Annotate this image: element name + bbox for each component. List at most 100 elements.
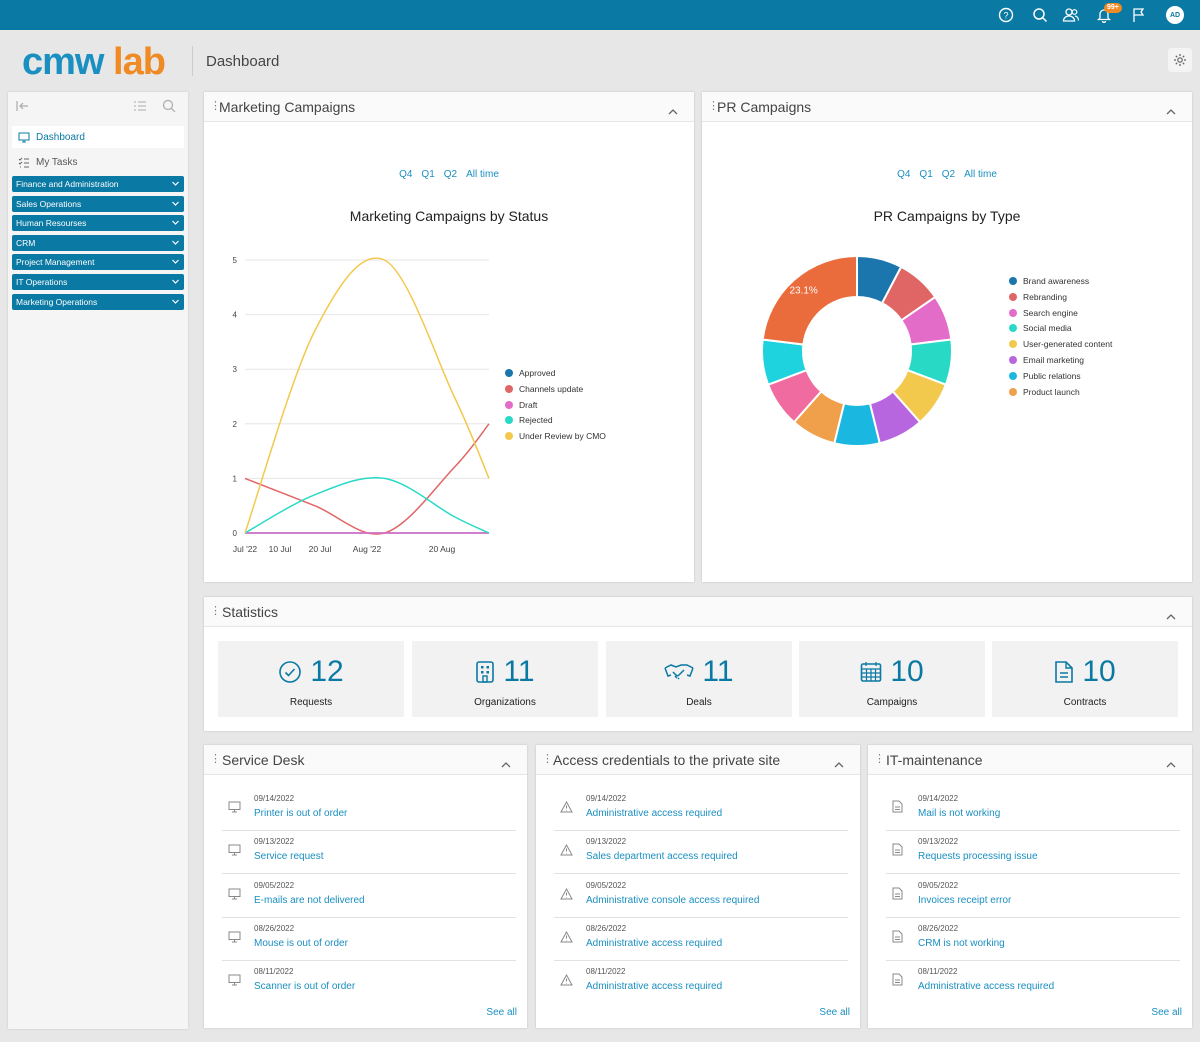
brand-logo[interactable]: cmw lab	[22, 40, 166, 84]
collapse-chevron-icon[interactable]	[1166, 755, 1176, 773]
legend-item[interactable]: Product launch	[1009, 387, 1080, 397]
item-date: 08/11/2022	[586, 967, 626, 977]
collapse-sidebar-icon[interactable]	[16, 99, 30, 117]
drag-handle-icon[interactable]: ⋮	[708, 100, 719, 112]
legend-item[interactable]: Approved	[505, 368, 555, 378]
collapse-chevron-icon[interactable]	[1166, 102, 1176, 120]
list-item[interactable]: 09/13/2022 Requests processing issue	[886, 831, 1180, 875]
panel-title: PR Campaigns	[717, 99, 812, 115]
users-icon[interactable]	[1062, 6, 1080, 24]
drag-handle-icon[interactable]: ⋮	[210, 605, 221, 617]
item-title-link[interactable]: Sales department access required	[586, 851, 738, 863]
gear-icon	[1174, 54, 1186, 66]
legend-item[interactable]: Email marketing	[1009, 355, 1084, 365]
legend-item[interactable]: Draft	[505, 400, 537, 410]
tab-q4[interactable]: Q4	[897, 169, 911, 180]
legend-item[interactable]: Rebranding	[1009, 292, 1067, 302]
item-title-link[interactable]: Requests processing issue	[918, 851, 1038, 863]
avatar[interactable]: AD	[1166, 6, 1184, 24]
help-icon[interactable]: ?	[997, 6, 1015, 24]
logo-text-lab: lab	[113, 41, 166, 83]
list-item[interactable]: 09/14/2022 Administrative access required	[554, 788, 848, 831]
legend-item[interactable]: Rejected	[505, 415, 553, 425]
flag-icon[interactable]	[1130, 6, 1148, 24]
stat-card-contracts[interactable]: 10 Contracts	[992, 641, 1178, 717]
list-item[interactable]: 09/05/2022 Administrative console access …	[554, 875, 848, 918]
sidebar-group[interactable]: Marketing Operations	[12, 293, 184, 310]
sidebar-group[interactable]: IT Operations	[12, 274, 184, 290]
legend-item[interactable]: Brand awareness	[1009, 276, 1089, 286]
legend-item[interactable]: Search engine	[1009, 308, 1078, 318]
list-item[interactable]: 08/26/2022 Mouse is out of order	[222, 918, 516, 961]
tab-q1[interactable]: Q1	[421, 169, 435, 180]
list-item[interactable]: 09/05/2022 E-mails are not delivered	[222, 875, 516, 918]
item-title-link[interactable]: Administrative access required	[586, 981, 723, 993]
collapse-chevron-icon[interactable]	[668, 102, 678, 120]
item-title-link[interactable]: Invoices receipt error	[918, 894, 1012, 906]
item-title-link[interactable]: Administrative access required	[918, 981, 1055, 993]
item-title-link[interactable]: E-mails are not delivered	[254, 894, 365, 906]
list-item[interactable]: 08/26/2022 CRM is not working	[886, 918, 1180, 961]
list-item[interactable]: 09/14/2022 Mail is not working	[886, 788, 1180, 831]
item-title-link[interactable]: Scanner is out of order	[254, 981, 356, 993]
list-item[interactable]: 08/11/2022 Administrative access required	[886, 961, 1180, 1004]
tab-q4[interactable]: Q4	[399, 169, 413, 180]
item-title-link[interactable]: CRM is not working	[918, 937, 1005, 949]
drag-handle-icon[interactable]: ⋮	[874, 753, 885, 765]
chevron-down-icon	[171, 297, 180, 308]
check-circle-icon	[279, 661, 302, 683]
legend-item[interactable]: Channels update	[505, 384, 583, 394]
line-chart: 0 1 2 3 4 5 Jul '22 10 Jul 20 Jul Aug '22 20 Aug	[233, 256, 490, 554]
legend-item[interactable]: Social media	[1009, 323, 1072, 333]
tab-q2[interactable]: Q2	[941, 169, 956, 180]
tab-all-time[interactable]: All time	[466, 169, 499, 180]
legend-item[interactable]: Under Review by CMO	[505, 431, 606, 441]
sidebar-group[interactable]: Finance and Administration	[12, 176, 184, 192]
drag-handle-icon[interactable]: ⋮	[210, 753, 221, 765]
tab-q2[interactable]: Q2	[443, 169, 458, 180]
sidebar-group[interactable]: CRM	[12, 234, 184, 251]
stat-card-requests[interactable]: 12 Requests	[218, 641, 404, 717]
stat-card-deals[interactable]: 11 Deals	[606, 641, 792, 717]
sidebar-search-icon[interactable]	[162, 99, 176, 118]
list-item[interactable]: 08/26/2022 Administrative access required	[554, 918, 848, 961]
search-icon[interactable]	[1031, 6, 1049, 24]
legend-item[interactable]: Public relations	[1009, 371, 1081, 381]
drag-handle-icon[interactable]: ⋮	[210, 100, 221, 112]
see-all-link[interactable]: See all	[819, 1007, 850, 1018]
legend-item[interactable]: User-generated content	[1009, 339, 1112, 349]
sidebar-item-my-tasks[interactable]: My Tasks	[12, 151, 184, 173]
item-title-link[interactable]: Mouse is out of order	[254, 937, 348, 949]
item-title-link[interactable]: Administrative access required	[586, 937, 723, 949]
item-title-link[interactable]: Mail is not working	[918, 808, 1001, 819]
tab-q1[interactable]: Q1	[919, 169, 933, 180]
logo-text-cmw: cmw	[22, 41, 104, 83]
stat-card-campaigns[interactable]: 10 Campaigns	[799, 641, 985, 717]
list-view-icon[interactable]	[133, 99, 147, 117]
list-item[interactable]: 08/11/2022 Scanner is out of order	[222, 961, 516, 1004]
sidebar-item-dashboard[interactable]: Dashboard	[12, 126, 184, 148]
see-all-link[interactable]: See all	[486, 1007, 517, 1018]
sidebar-group[interactable]: Project Management	[12, 254, 184, 271]
item-title-link[interactable]: Administrative console access required	[586, 894, 760, 906]
settings-button[interactable]	[1168, 48, 1192, 72]
collapse-chevron-icon[interactable]	[501, 755, 511, 773]
item-title-link[interactable]: Administrative access required	[586, 808, 723, 819]
list-item[interactable]: 09/13/2022 Sales department access requir…	[554, 831, 848, 875]
tab-all-time[interactable]: All time	[964, 169, 997, 180]
item-title-link[interactable]: Service request	[254, 851, 324, 863]
collapse-chevron-icon[interactable]	[1166, 607, 1176, 625]
sidebar-group[interactable]: Human Resourses	[12, 215, 184, 232]
see-all-link[interactable]: See all	[1151, 1007, 1182, 1018]
list-item[interactable]: 09/13/2022 Service request	[222, 831, 516, 875]
item-title-link[interactable]: Printer is out of order	[254, 808, 348, 819]
list-item[interactable]: 09/05/2022 Invoices receipt error	[886, 875, 1180, 918]
collapse-chevron-icon[interactable]	[834, 755, 844, 773]
list-item[interactable]: 08/11/2022 Administrative access required	[554, 961, 848, 1004]
stat-card-organizations[interactable]: 11 Organizations	[412, 641, 598, 717]
list-item[interactable]: 09/14/2022 Printer is out of order	[222, 788, 516, 831]
sidebar-group[interactable]: Sales Operations	[12, 195, 184, 212]
chevron-down-icon	[171, 179, 180, 190]
drag-handle-icon[interactable]: ⋮	[542, 753, 553, 765]
top-bar: ? 99+ AD	[0, 0, 1200, 30]
